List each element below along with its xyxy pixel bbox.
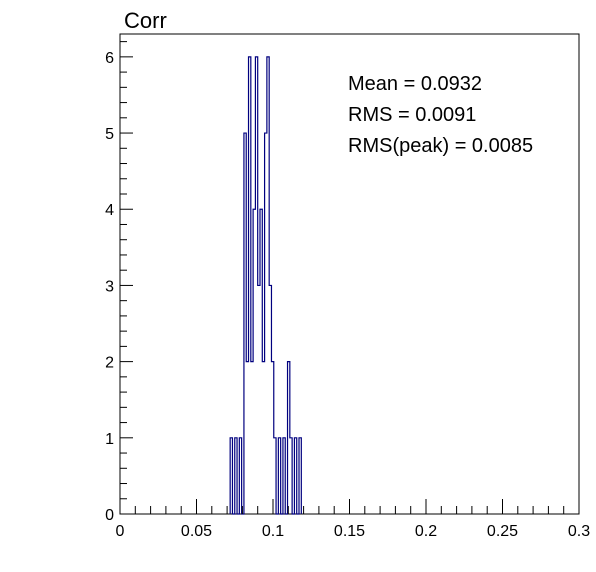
- histogram-bin: [249, 57, 251, 514]
- histogram-bin: [262, 362, 264, 514]
- y-tick-label: 1: [105, 431, 114, 448]
- histogram-bin: [294, 438, 296, 514]
- histogram-bin: [246, 362, 248, 514]
- histogram-bin: [244, 133, 246, 514]
- histogram-bin: [235, 438, 237, 514]
- histogram-bin: [271, 362, 273, 514]
- x-tick-label: 0.25: [487, 523, 518, 540]
- x-tick-label: 0.3: [568, 523, 590, 540]
- histogram-bin: [299, 438, 301, 514]
- x-tick-label: 0.15: [334, 523, 365, 540]
- y-tick-label: 2: [105, 355, 114, 372]
- histogram-bin: [239, 438, 241, 514]
- y-tick-label: 0: [105, 507, 114, 524]
- x-tick-label: 0.1: [262, 523, 284, 540]
- histogram-bin: [255, 57, 257, 514]
- x-tick-label: 0.2: [415, 523, 437, 540]
- histogram-bin: [274, 438, 276, 514]
- histogram-bin: [230, 438, 232, 514]
- histogram-bin: [265, 133, 267, 514]
- histogram-bin: [258, 285, 260, 514]
- x-tick-label: 0: [116, 523, 125, 540]
- histogram-bin: [283, 438, 285, 514]
- histogram-bin: [290, 438, 292, 514]
- stats-line: RMS(peak) = 0.0085: [348, 135, 533, 157]
- x-tick-label: 0.05: [181, 523, 212, 540]
- histogram-bin: [278, 438, 280, 514]
- stats-line: RMS = 0.0091: [348, 104, 476, 126]
- y-tick-label: 5: [105, 126, 114, 143]
- histogram-bin: [269, 285, 271, 514]
- histogram-bin: [260, 209, 262, 514]
- histogram-series: [229, 56, 302, 515]
- histogram-bin: [253, 209, 255, 514]
- chart-title: Corr: [124, 8, 167, 33]
- y-tick-label: 3: [105, 278, 114, 295]
- histogram-bin: [267, 57, 269, 514]
- histogram-bin: [288, 362, 290, 514]
- y-tick-label: 4: [105, 202, 114, 219]
- histogram-bin: [251, 362, 253, 514]
- stats-line: Mean = 0.0932: [348, 73, 482, 95]
- y-tick-label: 6: [105, 50, 114, 67]
